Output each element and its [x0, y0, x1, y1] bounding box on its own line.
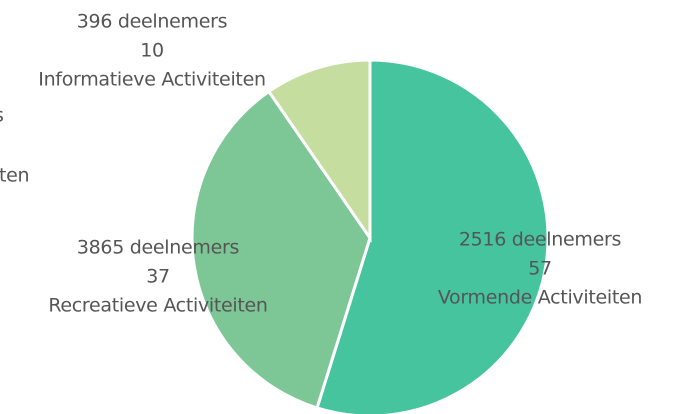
category-label: Informatieve Activiteiten	[38, 69, 265, 91]
pie-slice	[190, 89, 372, 410]
participant-label: 2516 deelnemers	[459, 229, 621, 251]
value-label: 10	[140, 40, 164, 62]
value-label: 57	[528, 258, 552, 280]
category-label: Vormende Activiteiten	[438, 287, 642, 309]
category-label: Recreatieve Activiteiten	[48, 295, 267, 317]
pie-slice	[266, 58, 372, 243]
value-label: 37	[146, 266, 170, 288]
pie-slice	[315, 58, 550, 414]
clipped-label: s	[0, 105, 4, 127]
participant-label: 3865 deelnemers	[77, 237, 239, 259]
clipped-label: iten	[0, 165, 29, 187]
participant-label: 396 deelnemers	[77, 11, 227, 33]
